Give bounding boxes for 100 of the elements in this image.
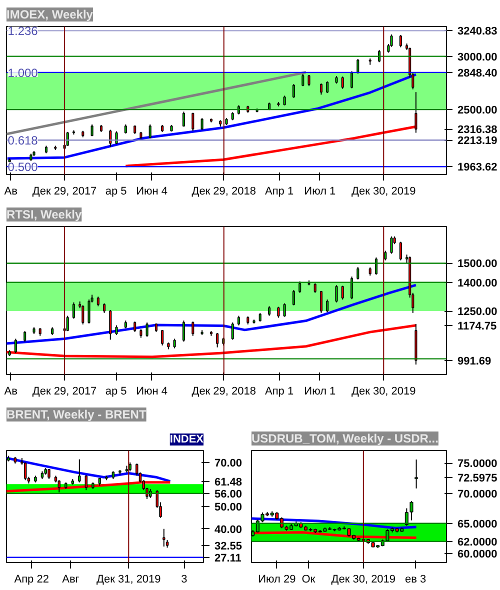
candlestick (162, 528, 166, 548)
candlestick (341, 285, 344, 300)
candlestick (146, 322, 148, 338)
x-tick-label: Дек 30, 2019 (331, 574, 396, 586)
y-tick-label: 70.00 (214, 457, 242, 470)
x-tick-label: Дек 29, 2018 (192, 186, 256, 198)
candlestick (216, 332, 219, 348)
candlestick (115, 324, 118, 336)
x-tick-label: Дек 29, 2017 (32, 386, 97, 398)
candlestick (410, 500, 414, 521)
y-tick-label: 61.48 (214, 476, 242, 488)
x-tick-label: Дек 29, 2017 (32, 186, 97, 198)
candlestick (350, 276, 354, 300)
y-tick-label: 65.0000 (458, 518, 498, 530)
candlestick (134, 321, 136, 333)
candlestick (78, 458, 81, 483)
candlestick (283, 302, 286, 318)
y-tick-label: 50.00 (214, 502, 242, 514)
candlestick (292, 289, 295, 306)
candlestick (182, 111, 185, 128)
chart-title: RTSI, Weekly (6, 208, 82, 222)
y-tick-label: 60.0000 (458, 548, 498, 560)
candlestick (308, 74, 310, 87)
candlestick (399, 241, 402, 261)
y-tick-label: 72.5975 (458, 472, 498, 485)
x-tick-label: Апр 1 (265, 386, 294, 398)
line-series (6, 284, 418, 345)
y-tick-label: 62.0000 (458, 536, 498, 548)
x-tick-label: Авг (62, 574, 80, 586)
x-tick-label: ар 5 (105, 186, 127, 198)
candlestick (384, 250, 387, 261)
x-tick-label: Дек 30, 2019 (352, 186, 416, 198)
x-tick-label: Апр 1 (265, 186, 294, 198)
x-tick-label: Дек 29, 2018 (192, 386, 256, 398)
candlestick (326, 80, 329, 94)
candlestick (292, 83, 295, 98)
y-tick-label: 2316.38 (458, 124, 498, 136)
annotation: 1.236 (8, 24, 38, 38)
y-tick-label: 40.00 (214, 524, 242, 536)
x-tick-label: Ав (4, 386, 18, 398)
y-tick-label: 56.00 (214, 488, 242, 500)
candlestick (182, 320, 185, 342)
candlestick (88, 299, 90, 324)
y-tick-label: 32.55 (214, 540, 242, 552)
candlestick (66, 315, 69, 332)
candlestick (192, 321, 194, 336)
y-tick-label: 991.69 (458, 355, 492, 368)
candlestick (109, 310, 112, 340)
y-tick-label: 75.0000 (458, 458, 498, 470)
x-tick-label: Июл 1 (304, 386, 336, 398)
candlestick (192, 112, 194, 132)
candlestick (24, 330, 26, 342)
candlestick (399, 34, 402, 48)
candlestick (96, 296, 100, 307)
x-tick-label: Апр 22 (14, 574, 49, 586)
candlestick (231, 322, 234, 340)
y-tick-label: 1400.00 (458, 277, 498, 290)
y-tick-label: 2500.00 (458, 104, 498, 117)
candlestick (320, 290, 322, 314)
y-tick-label: 2848.40 (458, 67, 498, 80)
candlestick (414, 459, 418, 489)
candlestick (124, 124, 127, 134)
x-tick-label: Ав (4, 186, 18, 198)
annotation: 0.500 (8, 160, 38, 174)
candlestick (72, 302, 75, 320)
candlestick (326, 299, 329, 312)
text: INDEX (170, 434, 204, 446)
candlestick (404, 508, 408, 526)
line-series (6, 456, 172, 483)
candlestick (350, 70, 354, 89)
candlestick (173, 338, 176, 349)
candlestick (268, 306, 271, 316)
y-tick-label: 70.0000 (458, 488, 498, 500)
candlestick (148, 124, 152, 139)
candlestick (283, 95, 286, 106)
x-tick-label: Дек 31, 2019 (96, 574, 161, 586)
chart-title: IMOEX, Weekly (6, 8, 94, 22)
y-tick-label: 1963.62 (458, 162, 498, 174)
candlestick (48, 468, 50, 480)
x-tick-label: Ок (302, 574, 316, 586)
x-tick-label: ар 5 (105, 386, 127, 398)
candlestick (277, 306, 280, 318)
candlestick (356, 58, 360, 74)
x-tick-label: Июл 29 (258, 574, 296, 586)
x-tick-label: Июл 1 (304, 186, 336, 198)
candlestick (103, 302, 106, 314)
line-series (6, 324, 418, 358)
x-tick-label: 3 (181, 574, 188, 586)
candlestick (82, 304, 84, 325)
candlestick (335, 284, 338, 303)
candlestick (320, 82, 322, 96)
candlestick (66, 131, 69, 146)
chart-title: USDRUB_TOM, Weekly - USDR... (252, 432, 438, 446)
candlestick (314, 282, 316, 294)
y-tick-label: 1174.75 (458, 320, 497, 332)
y-tick-label: 3240.83 (458, 26, 498, 38)
candlestick (302, 73, 304, 87)
y-tick-label: 1250.00 (458, 306, 498, 318)
annotation: 0.618 (8, 134, 38, 148)
y-tick-label: 2213.19 (458, 135, 498, 148)
